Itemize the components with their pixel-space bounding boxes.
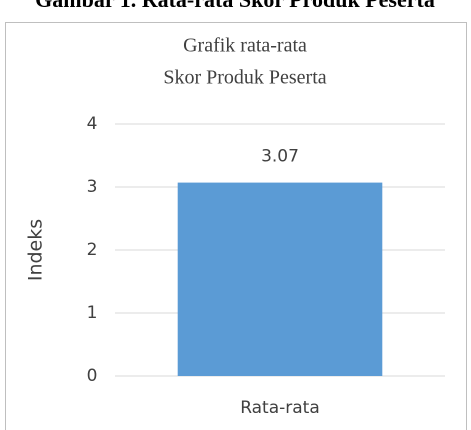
chart-border <box>5 22 467 430</box>
bar <box>177 182 383 376</box>
y-tick-label: 3 <box>87 177 98 197</box>
data-label: 3.07 <box>261 147 299 167</box>
chart-title: Skor Produk Peserta <box>163 67 326 89</box>
x-tick-label: Rata-rata <box>240 398 320 418</box>
y-tick-label: 1 <box>87 303 98 323</box>
y-tick-label: 0 <box>87 366 98 386</box>
y-tick-label: 2 <box>87 240 98 260</box>
y-tick-label: 4 <box>87 114 98 134</box>
y-axis-label: Indeks <box>25 219 47 281</box>
figure-caption: Gambar 1. Rata-rata Skor Produk Peserta <box>35 0 435 12</box>
chart-title: Grafik rata-rata <box>183 35 307 57</box>
